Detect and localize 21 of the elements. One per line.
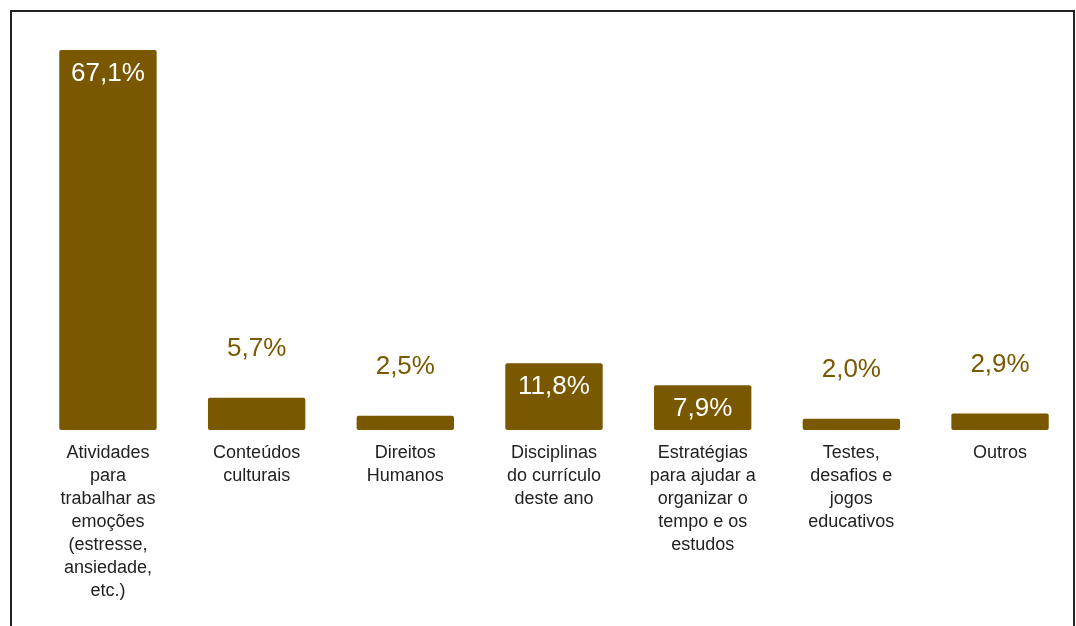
bar xyxy=(207,397,306,430)
data-label: 2,9% xyxy=(970,347,1030,378)
data-label: 11,8% xyxy=(518,370,590,401)
x-tick-label: Outros xyxy=(973,442,1028,462)
bar xyxy=(802,418,901,430)
bar xyxy=(505,363,603,430)
bar xyxy=(59,50,157,430)
bar xyxy=(653,385,752,430)
data-label: 7,9% xyxy=(673,392,733,423)
data-label: 5,7% xyxy=(227,331,287,362)
data-label: 67,1% xyxy=(71,57,145,87)
x-tick-label: Conteúdos culturais xyxy=(213,442,301,485)
bar xyxy=(356,415,455,430)
data-label: 2,0% xyxy=(821,352,881,383)
x-tick-label: Estratégias para ajudar a organizar o tempo e os estudos xyxy=(649,442,757,554)
x-tick-label: Testes, desafios e jogos educativos xyxy=(808,442,895,531)
data-label: 2,5% xyxy=(375,349,435,380)
x-tick-label: Disciplinas do currículo deste ano xyxy=(506,442,602,508)
bar xyxy=(951,413,1049,430)
x-tick-label: Atividades para trabalhar as emoções (estresse, ansiedade, etc.) xyxy=(60,442,156,600)
x-tick-label: Direitos Humanos xyxy=(366,442,444,485)
